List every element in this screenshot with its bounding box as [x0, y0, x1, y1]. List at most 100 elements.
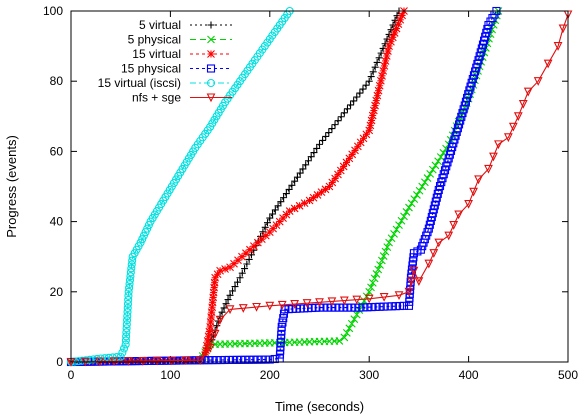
data-point-marker: [216, 266, 224, 275]
data-point-marker: [429, 249, 439, 258]
y-axis-ticks: 0 20 40 60 80 100: [43, 4, 568, 369]
data-point-marker: [407, 265, 416, 274]
data-point-marker: [454, 210, 464, 220]
data-point-marker: [372, 270, 381, 278]
data-point-marker: [109, 357, 119, 367]
data-point-marker: [362, 81, 370, 89]
x-tick-label: 500: [558, 368, 578, 382]
data-point-marker: [364, 294, 374, 304]
data-point-marker: [231, 283, 239, 291]
legend-label: 5 virtual: [139, 18, 181, 32]
data-point-marker: [302, 299, 312, 308]
data-point-marker: [366, 121, 375, 130]
data-point-marker: [390, 29, 399, 37]
data-point-marker: [203, 337, 212, 345]
data-point-marker: [241, 265, 249, 273]
data-point-marker: [352, 295, 362, 305]
data-point-marker: [385, 238, 393, 247]
data-point-marker: [348, 150, 357, 159]
data-point-marker: [205, 343, 215, 353]
data-point-marker: [126, 272, 135, 281]
data-point-marker: [407, 277, 416, 286]
data-point-marker: [291, 177, 299, 185]
data-point-marker: [282, 190, 290, 198]
data-point-marker: [415, 186, 424, 195]
y-tick-label: 80: [50, 74, 64, 88]
data-point-marker: [376, 261, 384, 269]
data-point-marker: [390, 229, 398, 238]
data-point-marker: [413, 191, 421, 199]
data-point-marker: [405, 203, 413, 212]
data-point-marker: [152, 356, 162, 366]
data-point-marker: [503, 133, 513, 143]
data-point-marker: [125, 276, 135, 285]
series-line: [70, 10, 497, 363]
data-point-marker: [264, 219, 272, 227]
data-point-marker: [387, 37, 395, 46]
data-point-marker: [271, 206, 279, 214]
data-point-marker: [208, 303, 217, 312]
data-point-marker: [247, 251, 255, 259]
data-point-marker: [400, 212, 408, 221]
data-point-marker: [375, 81, 384, 90]
data-point-marker: [220, 304, 228, 312]
data-point-marker: [202, 346, 210, 355]
data-point-marker: [252, 302, 261, 312]
data-point-marker: [261, 223, 269, 231]
data-point-marker: [392, 24, 401, 33]
data-point-marker: [122, 320, 131, 329]
x-tick-label: 200: [260, 368, 280, 382]
data-point-marker: [218, 308, 226, 316]
data-point-marker: [359, 134, 368, 143]
x-tick-label: 400: [459, 368, 479, 382]
data-point-marker: [127, 260, 136, 269]
data-point-marker: [277, 322, 286, 331]
data-point-marker: [328, 178, 337, 187]
data-point-marker: [339, 296, 349, 306]
data-point-marker: [315, 298, 324, 308]
data-point-marker: [345, 154, 354, 163]
data-point-marker: [379, 252, 388, 260]
data-point-marker: [204, 332, 213, 341]
data-point-marker: [122, 316, 132, 325]
data-point-marker: [423, 174, 432, 182]
data-point-marker: [241, 355, 250, 364]
data-point-marker: [334, 117, 342, 125]
data-point-marker: [391, 302, 400, 311]
data-point-marker: [138, 356, 148, 366]
data-point-marker: [304, 157, 312, 165]
data-point-marker: [404, 287, 414, 297]
data-point-marker: [206, 93, 216, 103]
data-point-marker: [285, 185, 293, 193]
data-point-marker: [434, 157, 443, 166]
data-point-marker: [181, 356, 191, 366]
data-point-marker: [261, 231, 270, 240]
data-point-marker: [119, 344, 129, 353]
data-point-marker: [302, 161, 310, 169]
data-point-marker: [353, 142, 362, 151]
data-point-marker: [206, 78, 216, 88]
data-point-marker: [124, 287, 133, 296]
data-point-marker: [123, 303, 132, 313]
data-point-marker: [126, 268, 135, 277]
data-point-marker: [253, 355, 262, 364]
data-point-marker: [127, 264, 136, 273]
data-point-marker: [246, 245, 254, 254]
plot-frame: [70, 10, 569, 363]
data-point-marker: [379, 293, 389, 302]
y-tick-label: 0: [56, 355, 63, 369]
data-point-marker: [410, 195, 419, 204]
data-point-marker: [444, 231, 454, 241]
data-point-marker: [265, 355, 274, 364]
data-point-marker: [367, 303, 376, 312]
data-point-marker: [368, 111, 377, 120]
data-point-marker: [377, 76, 385, 85]
x-tick-label: 300: [359, 368, 379, 382]
data-point-marker: [391, 16, 399, 24]
data-point-marker: [122, 332, 131, 341]
data-point-marker: [224, 296, 232, 304]
data-point-marker: [388, 33, 397, 42]
data-point-marker: [395, 301, 404, 311]
data-point-marker: [474, 175, 483, 185]
data-point-marker: [339, 162, 348, 171]
